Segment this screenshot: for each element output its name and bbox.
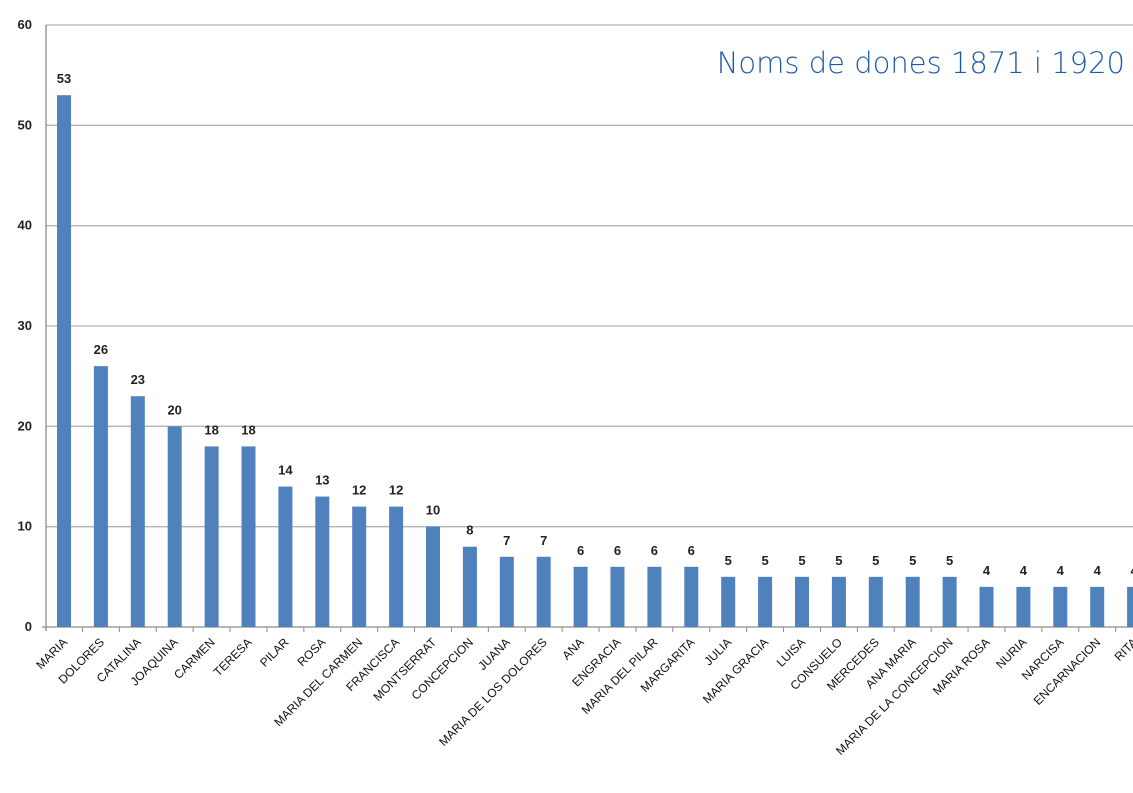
bar — [278, 486, 293, 627]
data-label: 5 — [946, 553, 953, 568]
data-label: 7 — [540, 533, 547, 548]
data-label: 23 — [131, 372, 145, 387]
category-label: ROSA — [294, 635, 328, 669]
data-label: 13 — [315, 473, 329, 488]
bar — [241, 446, 256, 627]
bar — [758, 576, 773, 627]
y-tick-label: 30 — [18, 318, 32, 333]
data-label: 6 — [688, 543, 695, 558]
data-label: 12 — [352, 483, 366, 498]
data-label: 10 — [426, 503, 440, 518]
bar — [462, 546, 477, 627]
bar — [93, 366, 108, 627]
data-label: 4 — [1094, 563, 1102, 578]
data-label: 5 — [835, 553, 842, 568]
bar — [573, 566, 588, 627]
bar — [426, 526, 440, 627]
bar — [942, 576, 957, 627]
y-tick-label: 20 — [18, 418, 32, 433]
data-label: 4 — [1130, 563, 1133, 578]
category-label: ENCARNACION — [1031, 635, 1104, 708]
bar — [499, 556, 514, 627]
data-label: 18 — [241, 422, 255, 437]
bar — [130, 396, 145, 627]
data-label: 6 — [614, 543, 621, 558]
data-label: 18 — [204, 422, 218, 437]
bar — [905, 576, 920, 627]
bar — [979, 586, 994, 627]
bar — [315, 496, 330, 627]
bar — [831, 576, 846, 627]
data-label: 6 — [651, 543, 658, 558]
bar — [352, 506, 367, 627]
data-label: 8 — [466, 523, 473, 538]
data-label: 5 — [798, 553, 805, 568]
data-label: 6 — [577, 543, 584, 558]
data-label: 5 — [872, 553, 879, 568]
data-label: 5 — [761, 553, 768, 568]
category-label: TERESA — [211, 635, 255, 679]
category-label: ANA — [559, 635, 586, 662]
y-tick-label: 40 — [18, 218, 32, 233]
data-label: 4 — [983, 563, 991, 578]
bar — [167, 426, 182, 627]
data-label: 53 — [57, 71, 71, 86]
data-label: 4 — [1057, 563, 1065, 578]
bar — [795, 576, 809, 627]
category-label: MARIA GRACIA — [700, 635, 771, 706]
bar — [1016, 586, 1031, 627]
data-label: 4 — [1020, 563, 1028, 578]
bar — [721, 576, 736, 627]
category-label: CARMEN — [171, 635, 218, 682]
category-label: JULIA — [701, 635, 734, 668]
category-label: LUISA — [774, 635, 808, 669]
bar — [610, 566, 625, 627]
bar — [57, 95, 71, 627]
bar — [536, 556, 551, 627]
data-label: 12 — [389, 483, 403, 498]
y-tick-label: 0 — [25, 619, 32, 634]
category-label: PILAR — [257, 635, 292, 670]
bar — [204, 446, 219, 627]
data-label: 5 — [725, 553, 732, 568]
data-label: 5 — [909, 553, 916, 568]
category-label: NURIA — [993, 635, 1029, 671]
bar — [1090, 586, 1105, 627]
y-tick-label: 10 — [18, 519, 32, 534]
chart-title: Noms de dones 1871 i 1920 — [716, 46, 1125, 80]
bar — [1053, 586, 1068, 627]
data-label: 7 — [503, 533, 510, 548]
y-tick-label: 60 — [18, 17, 32, 32]
y-tick-label: 50 — [18, 117, 32, 132]
data-label: 26 — [94, 342, 108, 357]
category-label: MONTSERRAT — [370, 635, 439, 704]
category-label: RITA — [1112, 635, 1133, 664]
bar — [868, 576, 883, 627]
bar — [1127, 586, 1133, 627]
data-label: 14 — [278, 463, 293, 478]
bar — [389, 506, 404, 627]
data-label: 20 — [167, 402, 181, 417]
bar — [684, 566, 699, 627]
bar — [647, 566, 662, 627]
